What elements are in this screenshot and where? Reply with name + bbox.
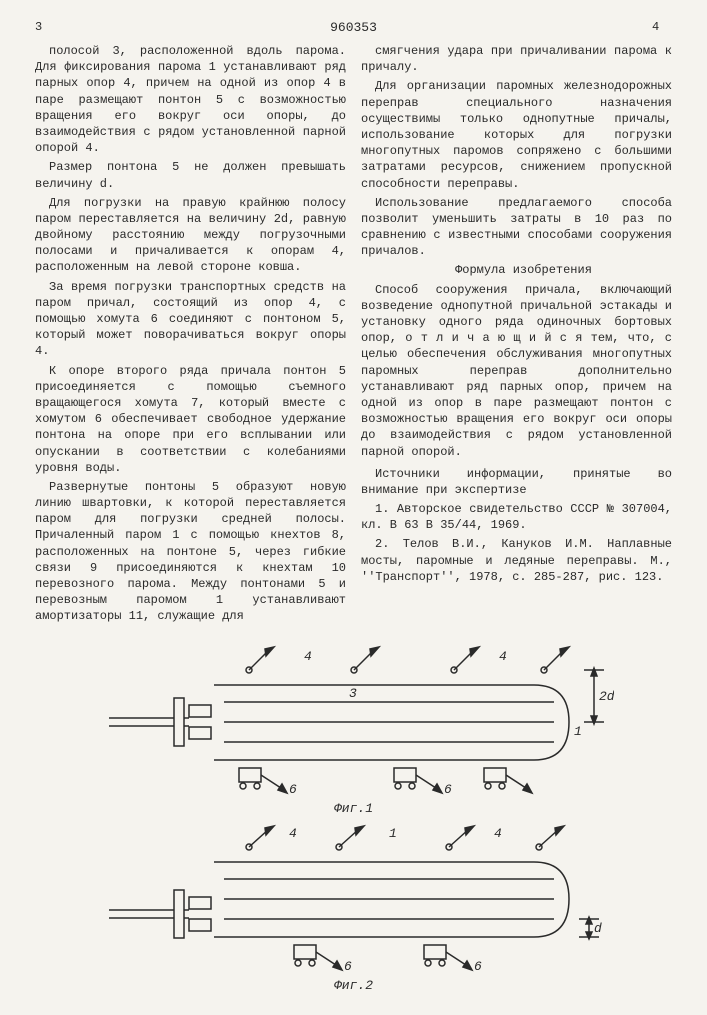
para: смягчения удара при причаливании парома …: [361, 43, 672, 75]
para: К опоре второго ряда причала понтон 5 пр…: [35, 363, 346, 476]
svg-text:6: 6: [289, 782, 297, 795]
para: Для погрузки на правую крайнюю полосу па…: [35, 195, 346, 276]
dim-d: d: [594, 921, 602, 936]
svg-text:3: 3: [349, 686, 357, 701]
formula-title: Формула изобретения: [361, 262, 672, 278]
left-column: полосой 3, расположенной вдоль парома. Д…: [35, 43, 346, 628]
page-num-right: 4: [652, 20, 672, 35]
para: Для организации паромных железнодорожных…: [361, 78, 672, 191]
svg-text:4: 4: [289, 826, 297, 841]
para: Размер понтона 5 не должен превышать вел…: [35, 159, 346, 191]
svg-text:4: 4: [304, 649, 312, 664]
para: полосой 3, расположенной вдоль парома. Д…: [35, 43, 346, 156]
svg-text:1: 1: [574, 724, 582, 739]
svg-text:1: 1: [389, 826, 397, 841]
sources-title: Источники информации, принятые во вниман…: [361, 466, 672, 498]
svg-text:6: 6: [344, 959, 352, 972]
para: Развернутые понтоны 5 образуют новую лин…: [35, 479, 346, 625]
figure-2: 4 1 4 6 6 d: [94, 822, 614, 972]
right-column: смягчения удара при причаливании парома …: [361, 43, 672, 628]
svg-text:6: 6: [474, 959, 482, 972]
source-item: 1. Авторское свидетельство СССР № 307004…: [361, 501, 672, 533]
text-columns: полосой 3, расположенной вдоль парома. Д…: [35, 43, 672, 628]
fig2-label: Фиг.2: [35, 978, 672, 993]
svg-text:6: 6: [444, 782, 452, 795]
source-item: 2. Телов В.И., Кануков И.М. Наплавные мо…: [361, 536, 672, 585]
fig1-label: Фиг.1: [35, 801, 672, 816]
para: За время погрузки транспортных средств н…: [35, 279, 346, 360]
para: Использование предлагаемого способа позв…: [361, 195, 672, 260]
doc-number: 960353: [55, 20, 652, 35]
figure-1: 4 4 3 1 6 6 2d: [94, 640, 614, 795]
svg-text:4: 4: [499, 649, 507, 664]
svg-text:4: 4: [494, 826, 502, 841]
header-row: 3 960353 4: [35, 20, 672, 35]
dim-2d: 2d: [599, 689, 614, 704]
formula-text: Способ сооружения причала, включающий во…: [361, 282, 672, 460]
page-num-left: 3: [35, 20, 55, 35]
figures-block: 4 4 3 1 6 6 2d Фиг.1: [35, 640, 672, 993]
